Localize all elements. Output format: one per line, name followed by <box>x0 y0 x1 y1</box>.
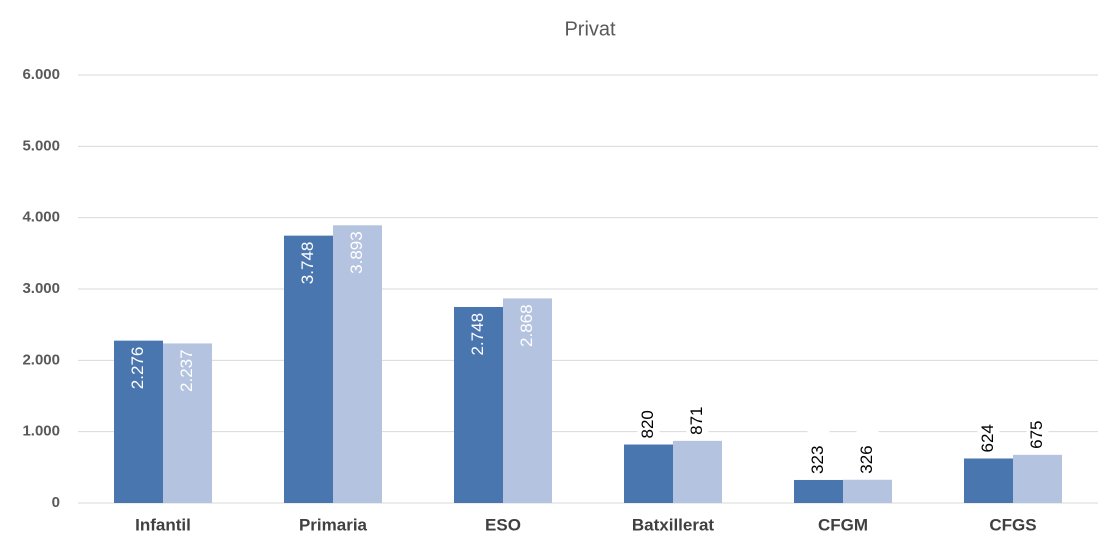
value-label-bg <box>1026 396 1049 449</box>
x-tick-label: CFGM <box>818 515 868 534</box>
bar <box>454 306 503 503</box>
y-tick-label: 6.000 <box>22 66 60 83</box>
y-tick-label: 2.000 <box>22 351 60 368</box>
y-tick-label: 3.000 <box>22 280 60 297</box>
value-label: 326 <box>857 445 876 473</box>
bar <box>1013 454 1062 503</box>
bar <box>333 225 382 504</box>
bar <box>163 343 212 503</box>
bar <box>624 444 673 503</box>
value-label: 871 <box>687 406 706 434</box>
value-label-bg <box>637 386 660 439</box>
bar <box>964 458 1013 503</box>
value-label-bg <box>977 400 1000 453</box>
bar <box>843 479 892 503</box>
bar <box>673 440 722 503</box>
bar <box>794 479 843 503</box>
y-tick-label: 1.000 <box>22 423 60 440</box>
x-tick-label: ESO <box>485 515 521 534</box>
bar <box>284 235 333 503</box>
y-tick-label: 5.000 <box>22 137 60 154</box>
bar <box>503 298 552 503</box>
x-tick-label: CFGS <box>989 515 1036 534</box>
value-label: 820 <box>638 410 657 438</box>
value-label: 3.893 <box>347 231 366 274</box>
value-label: 2.237 <box>177 349 196 392</box>
value-label: 2.748 <box>468 313 487 356</box>
value-label: 3.748 <box>298 242 317 285</box>
x-tick-label: Primaria <box>299 515 368 534</box>
x-tick-label: Batxillerat <box>632 515 715 534</box>
bar <box>114 340 163 503</box>
value-label-bg <box>807 421 830 474</box>
y-tick-label: 4.000 <box>22 209 60 226</box>
value-label-bg <box>686 382 709 435</box>
y-tick-label: 0 <box>52 494 60 511</box>
value-label: 624 <box>978 424 997 452</box>
chart-title: Privat <box>564 18 616 40</box>
value-label: 2.868 <box>517 304 536 347</box>
value-label: 2.276 <box>128 347 147 390</box>
value-label-bg <box>856 421 879 474</box>
value-label: 675 <box>1027 420 1046 448</box>
x-tick-label: Infantil <box>135 515 191 534</box>
value-label: 323 <box>808 446 827 474</box>
